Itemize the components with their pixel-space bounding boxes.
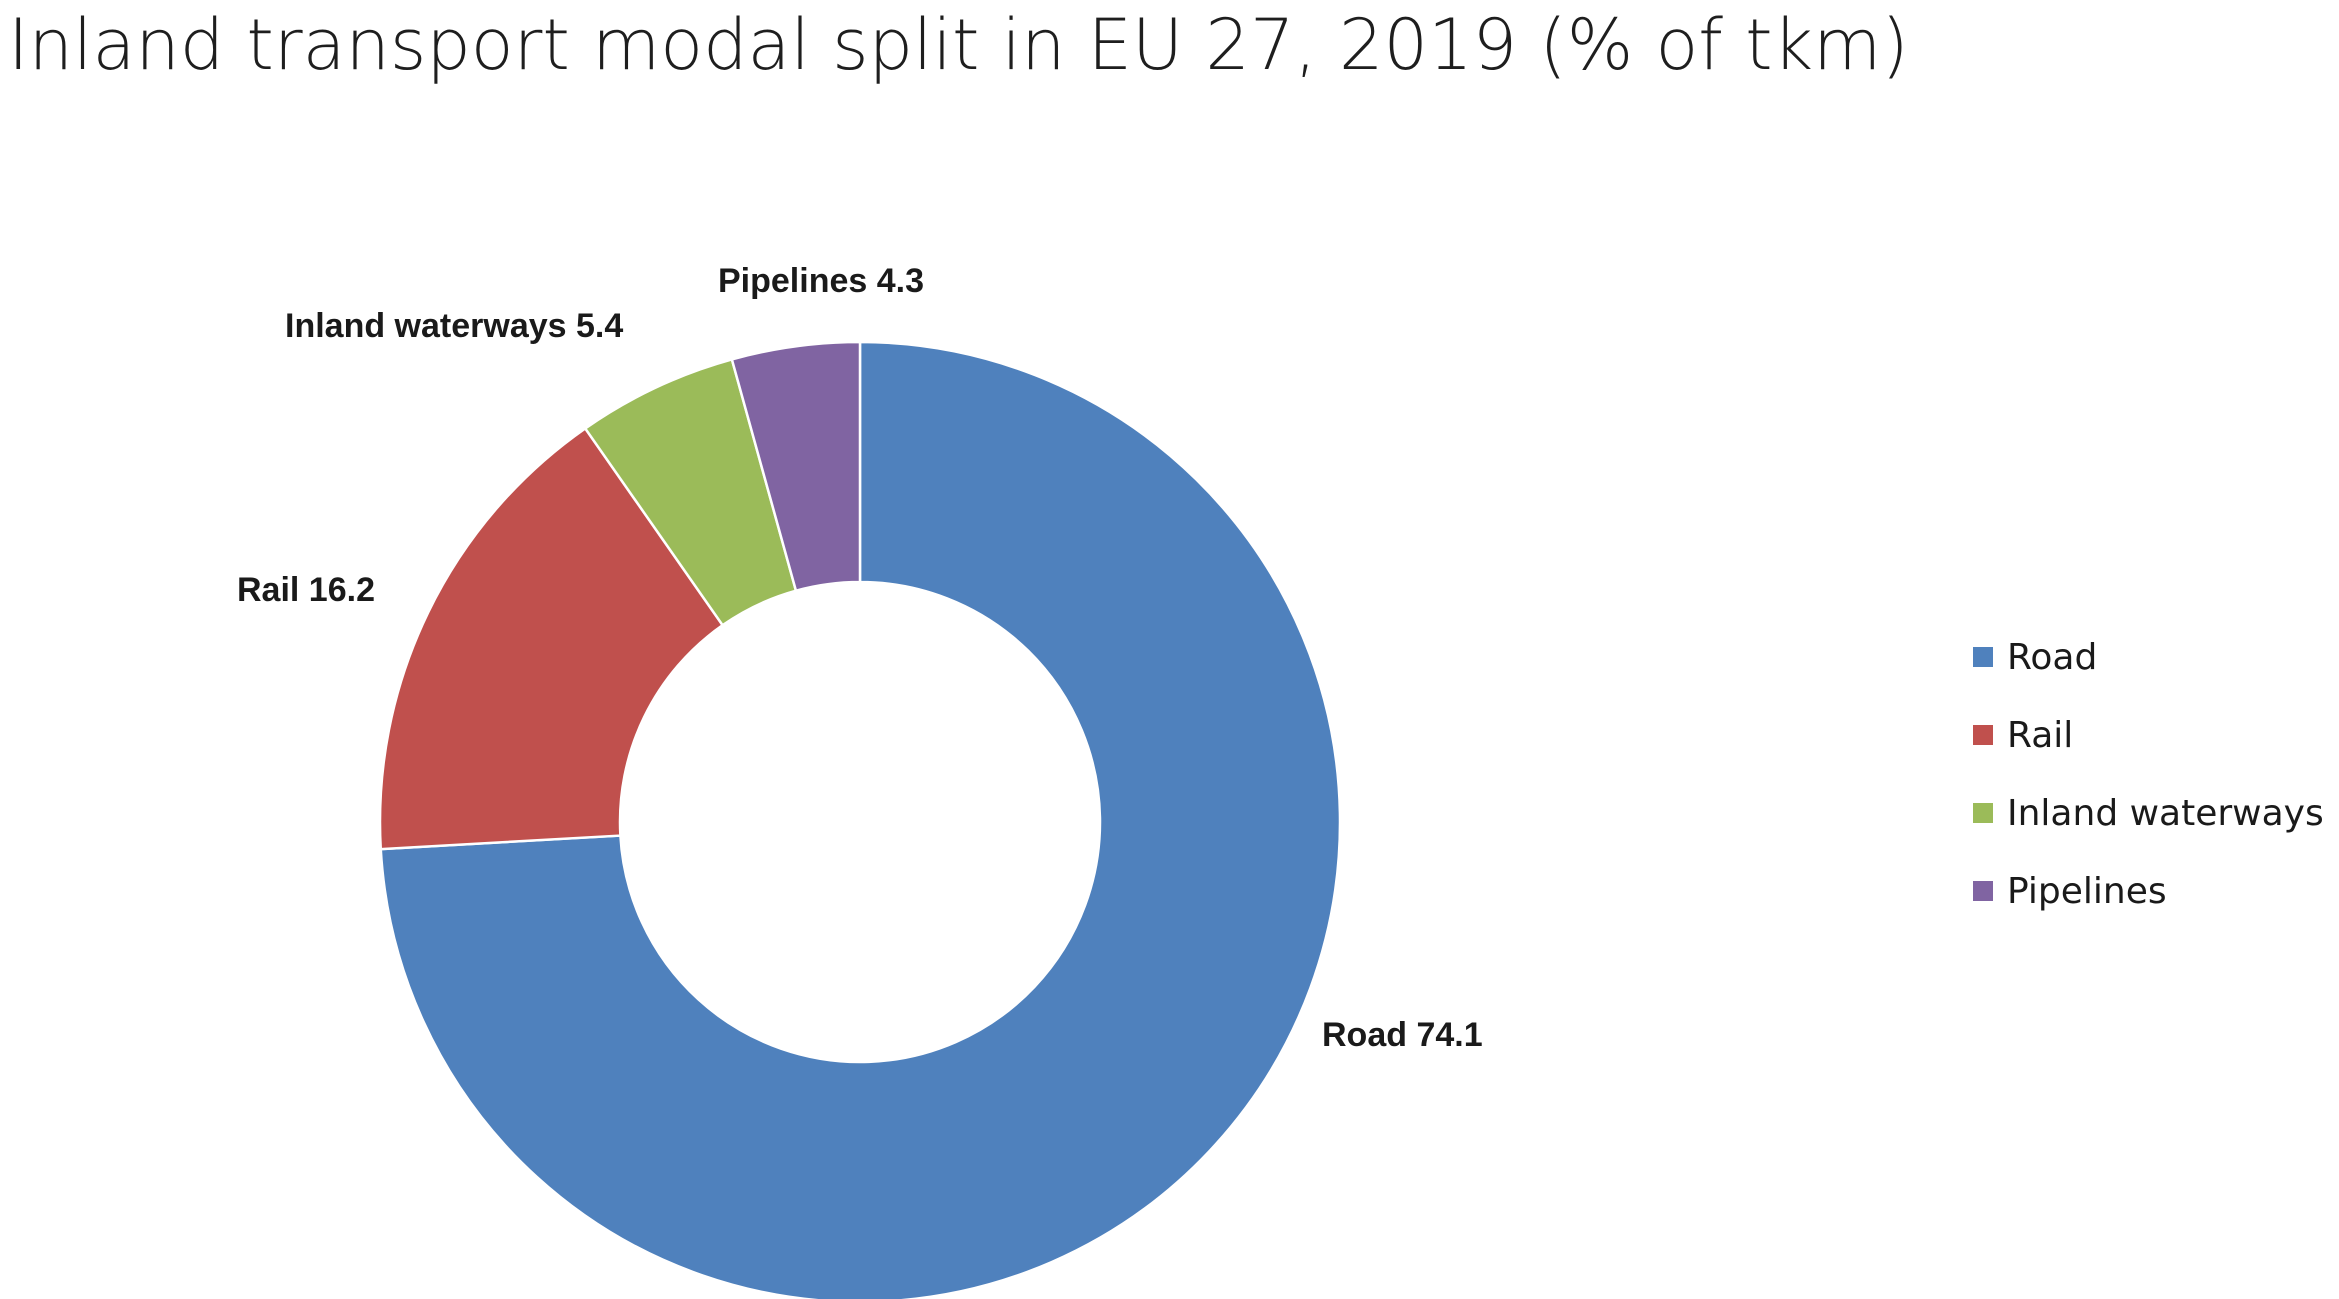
legend-swatch-inland-waterways bbox=[1973, 803, 1993, 823]
data-label-inland-waterways: Inland waterways 5.4 bbox=[285, 307, 623, 345]
legend-item-rail: Rail bbox=[1973, 696, 2324, 774]
data-label-road: Road 74.1 bbox=[1322, 1016, 1483, 1054]
legend-label-inland-waterways: Inland waterways bbox=[2007, 792, 2324, 834]
data-label-pipelines: Pipelines 4.3 bbox=[718, 262, 924, 300]
legend-label-pipelines: Pipelines bbox=[2007, 870, 2167, 912]
legend-label-rail: Rail bbox=[2007, 714, 2074, 756]
legend-swatch-road bbox=[1973, 647, 1993, 667]
data-label-rail: Rail 16.2 bbox=[237, 571, 375, 609]
legend-item-road: Road bbox=[1973, 618, 2324, 696]
legend-item-inland-waterways: Inland waterways bbox=[1973, 774, 2324, 852]
slices-group bbox=[378, 340, 1342, 1299]
slice-pipelines bbox=[730, 340, 862, 593]
legend-label-road: Road bbox=[2007, 636, 2098, 678]
legend-swatch-pipelines bbox=[1973, 881, 1993, 901]
data-labels-group: Road 74.1 Rail 16.2 Inland waterways 5.4 Pi… bbox=[237, 262, 1483, 1054]
legend-swatch-rail bbox=[1973, 725, 1993, 745]
slice-rail bbox=[378, 426, 725, 851]
page-title: Inland transport modal split in EU 27, 2… bbox=[8, 4, 1909, 86]
legend: Road Rail Inland waterways Pipelines bbox=[1973, 618, 2324, 930]
legend-item-pipelines: Pipelines bbox=[1973, 852, 2324, 930]
slice-road bbox=[379, 340, 1342, 1299]
